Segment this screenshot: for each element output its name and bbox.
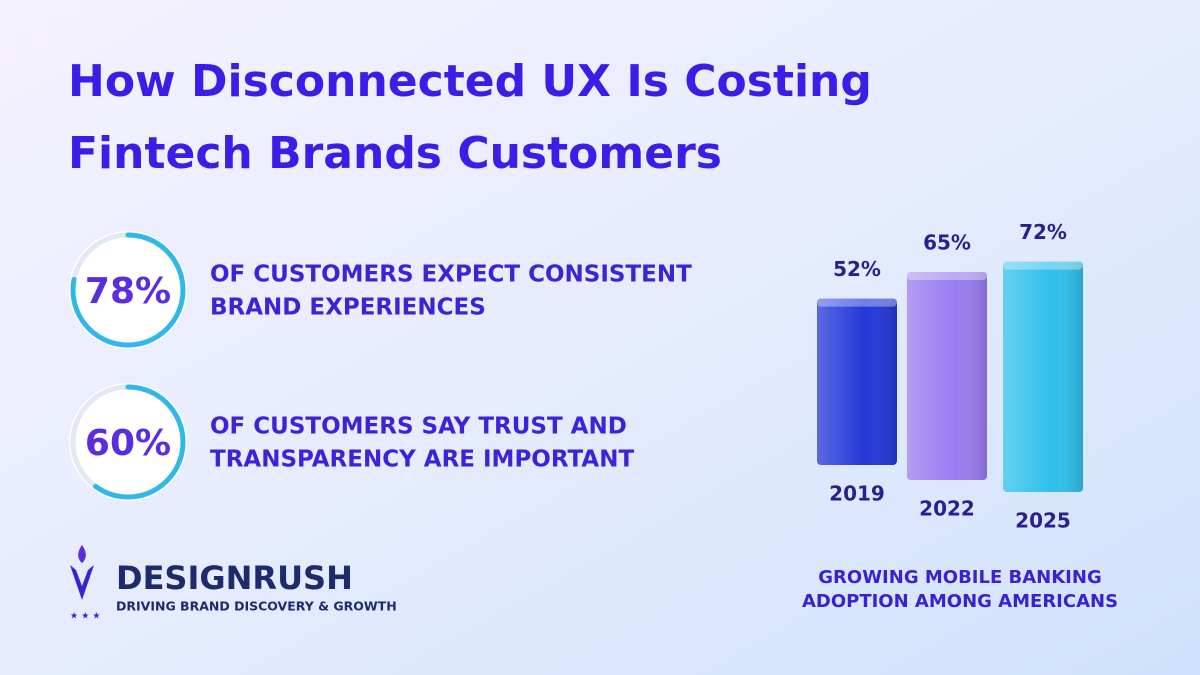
svg-text:★ ★ ★: ★ ★ ★ (70, 612, 100, 622)
bar-shade (907, 272, 987, 480)
logo: ★ ★ ★ DESIGNRUSH DRIVING BRAND DISCOVERY… (70, 545, 397, 622)
x-tick-label: 2025 (1015, 509, 1071, 533)
x-tick-label: 2022 (919, 497, 975, 521)
title-line: How Disconnected UX Is Costing (68, 56, 872, 107)
bar-top (817, 298, 897, 307)
stat-text: BRAND EXPERIENCES (210, 295, 486, 321)
value-label: 52% (833, 257, 881, 281)
stat-value: 60% (85, 423, 171, 464)
title-line: Fintech Brands Customers (68, 128, 722, 179)
bar-shade (817, 298, 897, 465)
stat-text: TRANSPARENCY ARE IMPORTANT (210, 447, 634, 473)
chart-title: GROWING MOBILE BANKING (818, 567, 1101, 588)
value-label: 65% (923, 231, 971, 255)
ring-progress (70, 384, 186, 500)
brand-tagline: DRIVING BRAND DISCOVERY & GROWTH (116, 599, 397, 614)
stat-text: OF CUSTOMERS EXPECT CONSISTENT (210, 262, 692, 288)
stat-text: OF CUSTOMERS SAY TRUST AND (210, 414, 627, 440)
value-label: 72% (1019, 220, 1067, 244)
ring-bg (69, 383, 187, 501)
bar-shade (1003, 261, 1083, 492)
bar-top (907, 272, 987, 280)
stat-value: 78% (85, 271, 171, 312)
ring-progress (70, 232, 186, 348)
bar-top (1003, 261, 1083, 270)
ring-bg (69, 231, 187, 349)
brand-name: DESIGNRUSH (116, 559, 353, 597)
x-tick-label: 2019 (829, 482, 885, 506)
chart-title: ADOPTION AMONG AMERICANS (802, 591, 1118, 612)
